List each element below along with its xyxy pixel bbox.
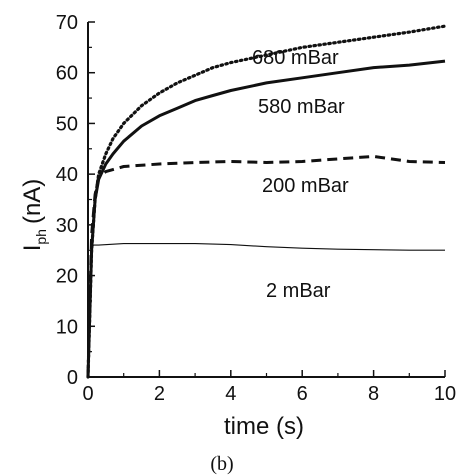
series-line-4 (87, 243, 445, 378)
series-label-2: 580 mBar (258, 96, 345, 118)
y-tick-label: 20 (56, 266, 78, 288)
y-axis-label-subscript: ph (33, 229, 49, 245)
series-line-3 (86, 154, 446, 378)
series-label-4: 2 mBar (266, 280, 331, 302)
y-tick-label: 0 (67, 367, 78, 389)
series-label-3: 200 mBar (262, 175, 349, 197)
axis-frame (87, 22, 445, 378)
x-axis-label: time (s) (224, 413, 304, 440)
y-axis-label-main: I (19, 245, 46, 252)
y-tick-label: 60 (56, 63, 78, 85)
ticks-layer: 0 2 4 6 8 10 0 10 20 30 40 50 60 70 (56, 12, 456, 405)
x-tick-label: 2 (154, 383, 165, 405)
y-tick-label: 30 (56, 215, 78, 237)
figure-caption: (b) (210, 453, 233, 475)
x-tick-label: 6 (297, 383, 308, 405)
x-tick-label: 10 (434, 383, 456, 405)
axes-layer (87, 22, 445, 378)
y-axis-label-unit: (nA) (19, 179, 46, 224)
y-tick-label: 40 (56, 164, 78, 186)
series-label-1: 680 mBar (252, 47, 339, 69)
y-axis-label: Iph (nA) (19, 179, 49, 252)
series-layer (86, 24, 447, 379)
y-tick-label: 10 (56, 316, 78, 338)
y-tick-label: 70 (56, 12, 78, 34)
x-tick-label: 0 (82, 383, 93, 405)
x-tick-label: 4 (225, 383, 236, 405)
y-tick-label: 50 (56, 113, 78, 135)
series-line-1 (86, 24, 447, 379)
x-tick-label: 8 (368, 383, 379, 405)
series-labels: 680 mBar 580 mBar 200 mBar 2 mBar (252, 47, 349, 302)
